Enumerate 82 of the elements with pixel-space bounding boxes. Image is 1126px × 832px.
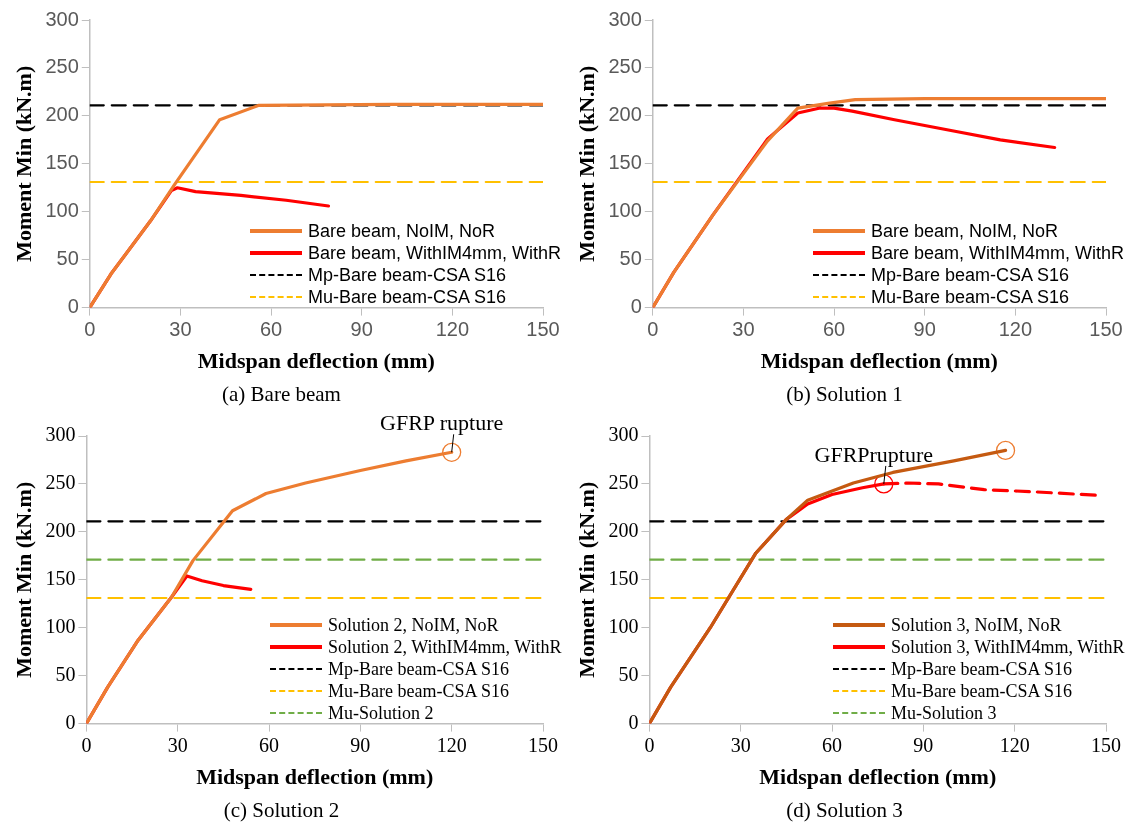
y-tick-label: 300 <box>45 423 76 446</box>
legend-label: Mp-Bare beam-CSA S16 <box>871 264 1070 285</box>
annotation: GFRP rupture <box>380 410 504 436</box>
text: (b) Solution 1 <box>785 382 904 407</box>
y-tick-label: 200 <box>45 103 79 126</box>
x-axis-title: Midspan deflection (mm) <box>759 764 997 790</box>
x-tick-label: 60 <box>822 733 843 756</box>
legend-label: Bare beam, NoIM, NoR <box>871 220 1059 241</box>
y-tick-label: 300 <box>608 423 639 446</box>
y-tick-label: 300 <box>45 7 79 30</box>
y-tick-label: 100 <box>45 614 76 637</box>
y-tick-label: 250 <box>45 55 79 78</box>
x-tick-label: 150 <box>526 318 560 341</box>
legend-label: Solution 2, NoIM, NoR <box>328 614 499 635</box>
x-tick-label: 60 <box>822 318 846 341</box>
y-tick-label: 50 <box>55 662 76 685</box>
legend-label: Bare beam, WithIM4mm, WithR <box>871 242 1125 263</box>
legend-label: Mp-Bare beam-CSA S16 <box>328 658 509 679</box>
y-axis-title: Moment Min (kN.m) <box>573 65 599 262</box>
y-tick-label: 0 <box>630 295 642 318</box>
x-tick-label: 150 <box>1089 318 1123 341</box>
x-tick-label: 150 <box>528 733 558 756</box>
x-tick-label: 120 <box>436 733 467 756</box>
y-tick-label: 50 <box>56 247 79 270</box>
legend-label: Mu-Bare beam-CSA S16 <box>308 286 507 307</box>
legend-label: Mp-Bare beam-CSA S16 <box>891 658 1072 679</box>
x-tick-label: 120 <box>998 318 1033 341</box>
legend-label: Bare beam, WithIM4mm, WithR <box>308 242 562 263</box>
x-tick-label: 30 <box>167 733 188 756</box>
y-tick-label: 100 <box>608 199 642 222</box>
legend-label: Solution 3, WithIM4mm, WithR <box>891 636 1125 657</box>
text: (a) Bare beam <box>221 382 342 407</box>
x-tick-label: 90 <box>913 733 934 756</box>
y-tick-label: 0 <box>628 710 639 733</box>
legend-label: Bare beam, NoIM, NoR <box>308 220 496 241</box>
y-tick-label: 200 <box>45 519 76 542</box>
y-tick-label: 150 <box>608 567 639 590</box>
x-tick-label: 120 <box>999 733 1030 756</box>
y-axis-title: Moment Min (kN.m) <box>10 481 36 678</box>
x-tick-label: 0 <box>84 318 96 341</box>
legend-label: Solution 3, NoIM, NoR <box>891 614 1062 635</box>
x-axis-title: Midspan deflection (mm) <box>196 764 434 790</box>
y-tick-label: 150 <box>45 567 76 590</box>
y-tick-label: 150 <box>45 151 79 174</box>
y-tick-label: 100 <box>608 614 639 637</box>
legend-label: Mu-Bare beam-CSA S16 <box>871 286 1070 307</box>
x-tick-label: 90 <box>350 318 373 341</box>
legend-label: Mp-Bare beam-CSA S16 <box>308 264 507 285</box>
legend-label: Solution 2, WithIM4mm, WithR <box>328 636 562 657</box>
x-axis-title: Midspan deflection (mm) <box>760 348 998 374</box>
y-axis-title: Moment Min (kN.m) <box>573 481 599 678</box>
legend-label: Mu-Bare beam-CSA S16 <box>891 680 1072 701</box>
y-tick-label: 200 <box>608 519 639 542</box>
text: (c) Solution 2 <box>222 798 341 823</box>
legend-label: Mu-Solution 2 <box>328 702 434 723</box>
x-tick-label: 30 <box>732 318 755 341</box>
y-tick-label: 0 <box>65 710 76 733</box>
y-tick-label: 50 <box>618 662 639 685</box>
y-tick-label: 150 <box>608 151 642 174</box>
text: (d) Solution 3 <box>785 798 904 823</box>
x-tick-label: 120 <box>435 318 470 341</box>
annotation: GFRPrupture <box>814 441 934 467</box>
y-tick-label: 0 <box>67 295 79 318</box>
y-tick-label: 300 <box>608 7 642 30</box>
x-tick-label: 30 <box>730 733 751 756</box>
y-tick-label: 50 <box>619 247 642 270</box>
y-tick-label: 100 <box>45 199 79 222</box>
x-axis-title: Midspan deflection (mm) <box>197 348 435 374</box>
x-tick-label: 60 <box>259 318 283 341</box>
x-tick-label: 0 <box>647 318 659 341</box>
x-tick-label: 150 <box>1091 733 1121 756</box>
legend-label: Mu-Solution 3 <box>891 702 997 723</box>
y-tick-label: 250 <box>608 471 639 494</box>
x-tick-label: 90 <box>350 733 371 756</box>
y-tick-label: 250 <box>45 471 76 494</box>
x-tick-label: 90 <box>913 318 936 341</box>
y-axis-title: Moment Min (kN.m) <box>10 65 36 262</box>
legend-label: Mu-Bare beam-CSA S16 <box>328 680 509 701</box>
y-tick-label: 250 <box>608 55 642 78</box>
x-tick-label: 30 <box>169 318 192 341</box>
y-tick-label: 200 <box>608 103 642 126</box>
x-tick-label: 60 <box>259 733 280 756</box>
